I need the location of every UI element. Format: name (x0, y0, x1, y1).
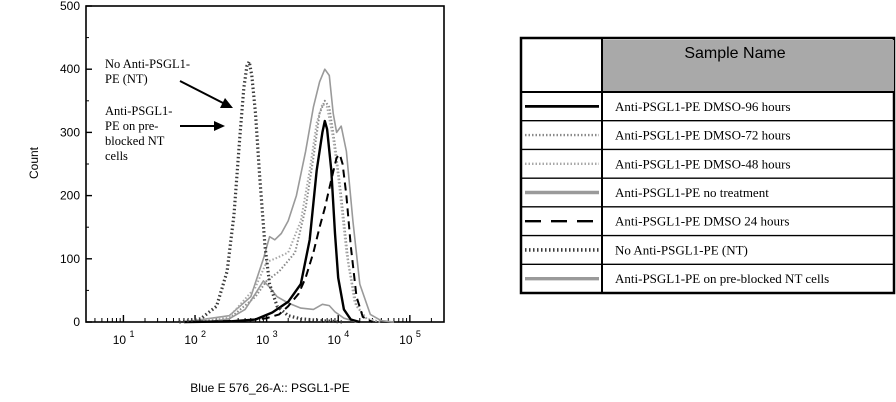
x-tick-exponent: 5 (416, 329, 421, 339)
legend-entry-label: Anti-PSGL1-PE no treatment (615, 185, 769, 200)
x-tick-exponent: 4 (344, 329, 349, 339)
annotation-arrowhead-preblocked (214, 121, 225, 131)
y-axis-title: Count (27, 146, 41, 179)
legend-entry-label: Anti-PSGL1-PE DMSO-96 hours (615, 99, 791, 114)
y-tick-label: 100 (60, 252, 80, 266)
x-axis-title: Blue E 576_26-A:: PSGL1-PE (190, 381, 349, 395)
annotation-arrowhead-nt (220, 98, 233, 108)
annotation-preblocked-line-3: blocked NT (105, 134, 165, 148)
series-line (183, 103, 382, 323)
x-tick-labels: 10 1 10 2 10 3 10 4 10 5 (113, 329, 421, 347)
annotations: No Anti-PSGL1- PE (NT) Anti-PSGL1- PE on… (105, 57, 233, 163)
x-tick-label: 10 (184, 333, 198, 347)
series-line (183, 153, 373, 323)
y-tick-label: 300 (60, 125, 80, 139)
legend-entry-label: Anti-PSGL1-PE on pre-blocked NT cells (615, 271, 829, 286)
x-tick-label: 10 (399, 333, 413, 347)
series-line (183, 99, 382, 323)
x-tick-label: 10 (328, 333, 342, 347)
y-tick-label: 400 (60, 62, 80, 76)
series-line (183, 68, 395, 323)
annotation-arrow-nt (179, 80, 226, 105)
x-tick-exponent: 1 (129, 329, 134, 339)
annotation-preblocked-line-1: Anti-PSGL1- (105, 104, 172, 118)
legend-entry-label: Anti-PSGL1-PE DMSO-48 hours (615, 156, 791, 171)
legend-rows: Anti-PSGL1-PE DMSO-96 hours Anti-PSGL1-PE… (521, 99, 894, 286)
x-tick-label: 10 (256, 333, 270, 347)
legend-entry-label: Anti-PSGL1-PE DMSO 24 hours (615, 214, 789, 229)
x-tick-exponent: 3 (273, 329, 278, 339)
annotation-nt-line-1: No Anti-PSGL1- (105, 57, 190, 71)
x-tick-exponent: 2 (201, 329, 206, 339)
series-line (183, 119, 361, 324)
y-tick-label: 500 (60, 0, 80, 13)
x-tick-label: 10 (113, 333, 127, 347)
y-tick-label: 200 (60, 189, 80, 203)
annotation-nt-line-2: PE (NT) (105, 72, 148, 86)
legend-table: Sample Name Anti-PSGL1-PE DMSO-96 hoursA… (519, 36, 896, 295)
y-tick-labels: 0 100 200 300 400 500 (60, 0, 80, 329)
legend-entry-label: Anti-PSGL1-PE DMSO-72 hours (615, 128, 791, 143)
legend-header-cell (603, 40, 894, 92)
legend-entry-label: No Anti-PSGL1-PE (NT) (615, 242, 748, 257)
annotation-preblocked-line-4: cells (105, 149, 128, 163)
y-tick-label: 0 (73, 315, 80, 329)
annotation-preblocked-line-2: PE on pre- (105, 119, 158, 133)
plot-frame (85, 5, 445, 323)
legend-header-label: Sample Name (684, 45, 785, 62)
series-layer (178, 60, 395, 324)
